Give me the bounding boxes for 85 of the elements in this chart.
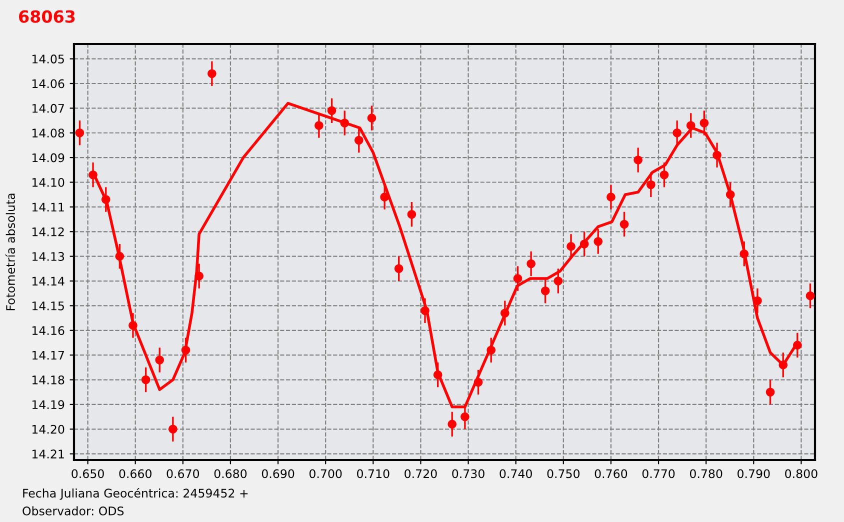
point [620,220,629,229]
point [407,210,416,219]
y-tick-label: 14.08 [32,128,64,138]
point [115,252,124,261]
point [726,190,735,199]
text: Fecha Juliana Geocéntrica: 2459452 + [23,488,248,500]
point [367,114,376,122]
point [513,274,522,283]
point [448,420,456,429]
point [646,180,656,190]
y-tick-label: 14.12 [32,227,64,236]
point [380,192,389,202]
y-tick-label: 14.17 [32,350,64,360]
point [155,356,164,364]
point [394,264,404,274]
x-tick-label: 0.720 [404,469,437,478]
point [486,346,496,355]
x-tick-label: 0.680 [214,469,247,478]
point [806,291,815,300]
point [540,286,550,296]
y-tick-label: 14.19 [32,400,64,410]
x-tick-label: 0.740 [500,469,532,478]
point [700,118,709,128]
point [660,170,669,180]
y-tick-label: 14.14 [32,276,64,286]
x-tick-label: 0.800 [785,469,818,478]
point [88,170,98,180]
point [672,128,682,138]
y-tick-label: 14.20 [32,424,64,434]
point [101,195,110,204]
y-tick-label: 14.11 [32,202,64,212]
x-tick-label: 0.760 [594,469,628,478]
y-tick-label: 14.21 [32,450,64,458]
point [686,121,696,130]
y-tick-label: 14.07 [32,104,64,113]
point [606,192,616,202]
y-tick-label: 14.10 [32,178,64,187]
y-tick-label: 14.13 [32,252,64,261]
x-tick-label: 0.790 [738,469,770,478]
point [793,340,802,350]
point [128,321,138,330]
x-tick-label: 0.710 [357,469,390,478]
x-tick-label: 0.780 [690,469,722,478]
text: Observador: ODS [22,506,124,516]
point [354,136,364,145]
point [327,106,336,116]
point [141,375,150,384]
x-tick-label: 0.730 [452,469,484,478]
point [778,360,788,370]
point [500,308,510,318]
point [474,378,483,387]
point [314,121,324,130]
x-tick-label: 0.690 [262,469,294,478]
point [433,370,442,380]
y-tick-label: 14.05 [32,54,64,64]
point [594,237,603,246]
point [634,156,642,164]
y-tick-label: 14.09 [32,153,64,162]
y-axis-title: Fotometría absoluta [5,194,15,310]
point [181,346,190,355]
chart-title: 68063 [19,10,75,23]
point [712,150,722,160]
point [75,128,84,138]
point [566,242,576,251]
x-tick-label: 0.660 [119,469,152,478]
point [740,249,749,258]
point [340,118,350,128]
point [766,388,775,396]
x-tick-label: 0.670 [166,469,200,478]
y-tick-label: 14.18 [32,375,64,384]
x-tick-label: 0.650 [72,469,104,478]
x-tick-label: 0.750 [547,469,580,478]
y-tick-label: 14.15 [32,302,64,310]
point [554,276,563,286]
point [194,272,204,280]
point [208,69,216,78]
point [460,412,470,422]
y-tick-label: 14.06 [32,79,64,88]
point [580,240,589,248]
y-tick-label: 14.16 [32,326,64,336]
x-tick-label: 0.700 [309,469,342,478]
point [168,424,178,434]
point [420,306,430,316]
x-tick-label: 0.770 [642,469,675,478]
point [526,259,536,268]
